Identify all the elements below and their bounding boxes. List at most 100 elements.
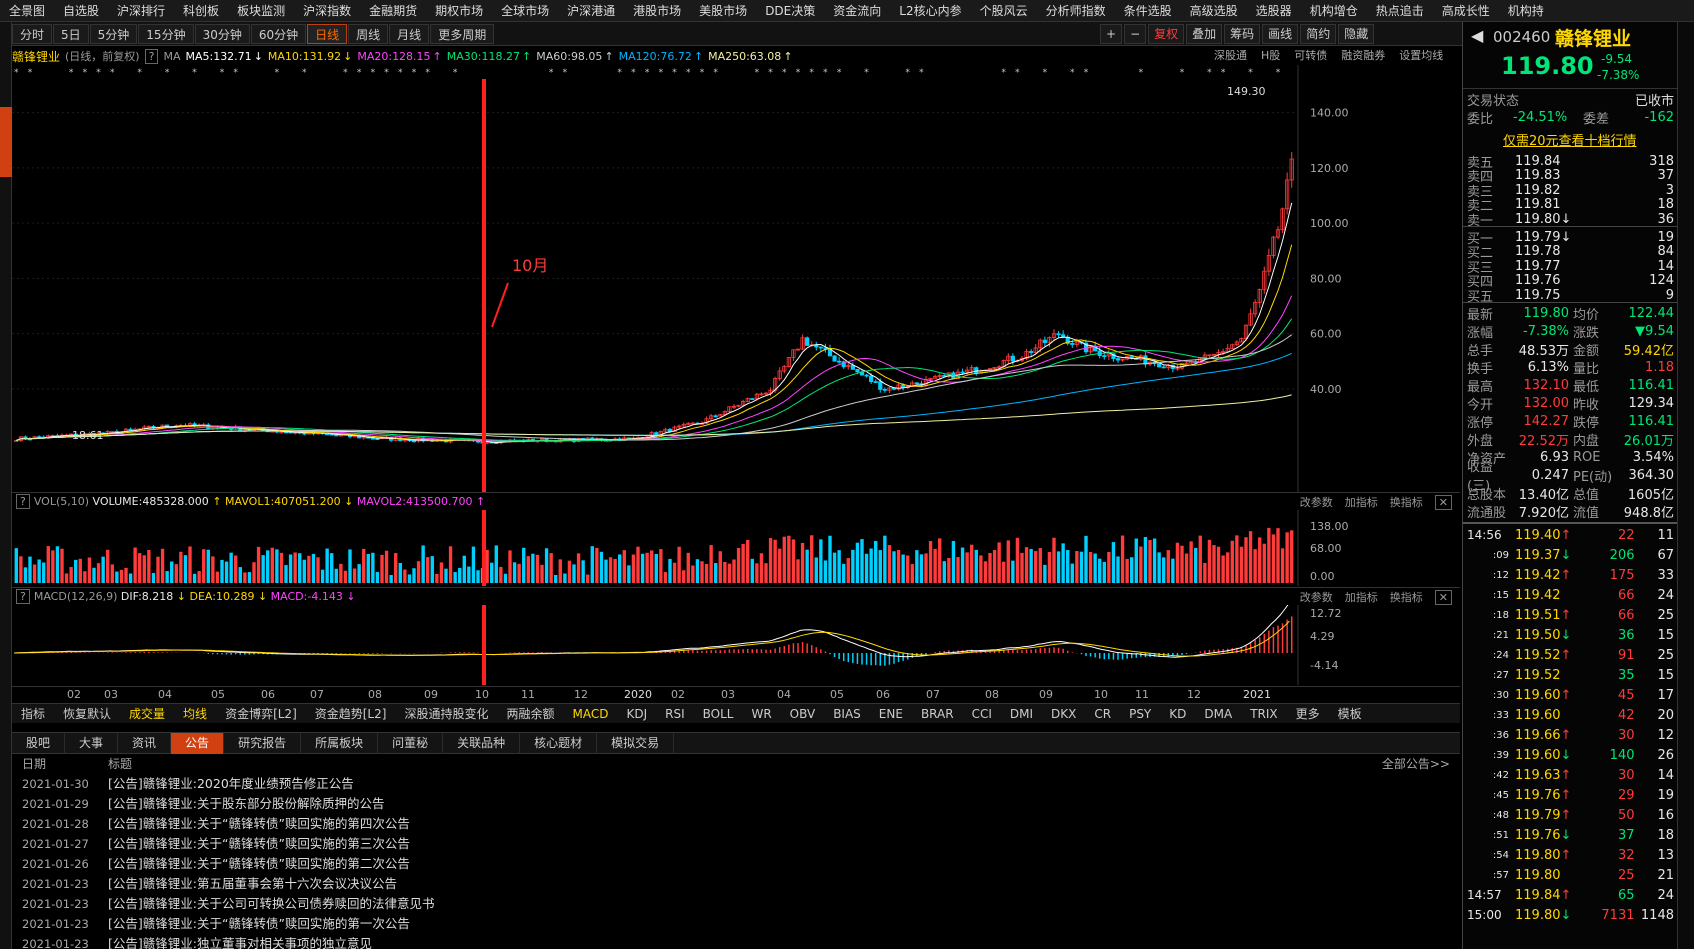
macd-chart[interactable]: 12.72 4.29 -4.14 (12, 605, 1460, 685)
chart-tool-button[interactable]: + (1100, 24, 1123, 44)
announcement-title[interactable]: [公告]赣锋锂业:关于“赣锋转债”赎回实施的第四次公告 (108, 816, 410, 831)
left-strip-active-tab[interactable] (0, 107, 12, 177)
bottom-tab[interactable]: 关联品种 (443, 732, 521, 754)
indicator-tab[interactable]: 均线 (183, 707, 208, 721)
add-indicator-button[interactable]: 加指标 (1344, 496, 1378, 509)
indicator-tab[interactable]: TRIX (1250, 706, 1278, 721)
indicator-tab[interactable]: DMA (1204, 706, 1233, 721)
ask-row[interactable]: 卖四 119.83 37 (1463, 167, 1678, 185)
period-button[interactable]: 更多周期 (430, 23, 495, 44)
bid-row[interactable]: 买一 119.79↓ 19 (1463, 228, 1678, 247)
announcement-row[interactable]: 2021-01-23 [公告]赣锋锂业:独立董事对相关事项的独立意见 (12, 934, 1442, 949)
announcement-row[interactable]: 2021-01-29 [公告]赣锋锂业:关于股东部分股份解除质押的公告 (12, 794, 1442, 814)
indicator-tab[interactable]: DKX (1051, 706, 1077, 721)
chart-tool-button[interactable]: 筹码 (1224, 24, 1261, 44)
help-icon[interactable]: ? (16, 589, 30, 604)
bottom-tab[interactable]: 核心题材 (520, 732, 598, 754)
indicator-tab[interactable]: OBV (789, 706, 816, 721)
top-menu-item[interactable]: 高级选股 (1189, 3, 1238, 18)
top-menu-item[interactable]: 全景图 (9, 3, 46, 18)
indicator-tab[interactable]: KD (1169, 706, 1187, 721)
announcement-title[interactable]: [公告]赣锋锂业:独立董事对相关事项的独立意见 (108, 936, 372, 949)
add-indicator-button[interactable]: 加指标 (1344, 591, 1378, 604)
top-menu-item[interactable]: L2核心内参 (899, 3, 962, 18)
close-icon[interactable]: ✕ (1434, 589, 1452, 605)
top-menu-item[interactable]: 高成长性 (1441, 3, 1490, 18)
indicator-tab[interactable]: BRAR (920, 706, 954, 721)
top-menu-item[interactable]: 资金流向 (833, 3, 882, 18)
announcement-row[interactable]: 2021-01-27 [公告]赣锋锂业:关于“赣锋转债”赎回实施的第三次公告 (12, 834, 1442, 854)
indicator-tab[interactable]: 两融余额 (506, 707, 555, 721)
ask-row[interactable]: 卖三 119.82 3 (1463, 181, 1678, 200)
indicator-tab[interactable]: 更多 (1295, 707, 1320, 721)
indicator-tab[interactable]: KDJ (626, 706, 648, 721)
top-menu-item[interactable]: 沪深排行 (117, 3, 166, 18)
ask-row[interactable]: 卖一 119.80↓ 36 (1463, 210, 1678, 229)
chart-tool-button[interactable]: − (1124, 24, 1147, 44)
indicator-tab[interactable]: PSY (1129, 706, 1152, 721)
top-menu-item[interactable]: 分析师指数 (1045, 3, 1106, 18)
period-button[interactable]: 分时 (12, 23, 53, 44)
announcement-row[interactable]: 2021-01-23 [公告]赣锋锂业:第五届董事会第十六次会议决议公告 (12, 874, 1442, 894)
close-icon[interactable]: ✕ (1434, 494, 1452, 510)
back-icon[interactable]: ◀ (1471, 26, 1484, 45)
indicator-tab[interactable]: CR (1094, 706, 1112, 721)
help-icon[interactable]: ? (16, 494, 30, 509)
announcement-title[interactable]: [公告]赣锋锂业:关于“赣锋转债”赎回实施的第三次公告 (108, 836, 410, 851)
switch-indicator-button[interactable]: 换指标 (1389, 496, 1423, 509)
indicator-tab[interactable]: ENE (878, 706, 903, 721)
indicator-tab[interactable]: MACD (572, 706, 609, 721)
announcement-title[interactable]: [公告]赣锋锂业:第五届董事会第十六次会议决议公告 (108, 876, 397, 891)
switch-indicator-button[interactable]: 换指标 (1389, 591, 1423, 604)
chart-overlay-tool[interactable]: 设置均线 (1399, 49, 1444, 62)
all-announcements-link[interactable]: 全部公告>> (1381, 756, 1450, 771)
help-icon[interactable]: ? (144, 48, 159, 64)
chart-overlay-tool[interactable]: H股 (1261, 49, 1281, 62)
announcement-title[interactable]: [公告]赣锋锂业:关于公司可转换公司债券赎回的法律意见书 (108, 896, 435, 911)
bid-row[interactable]: 买三 119.77 14 (1463, 257, 1678, 276)
period-button[interactable]: 周线 (348, 23, 389, 44)
announcement-title[interactable]: [公告]赣锋锂业:关于股东部分股份解除质押的公告 (108, 796, 385, 811)
announcement-row[interactable]: 2021-01-23 [公告]赣锋锂业:关于“赣锋转债”赎回实施的第一次公告 (12, 914, 1442, 934)
top-menu-item[interactable]: 沪深港通 (567, 3, 616, 18)
bottom-tab[interactable]: 所属板块 (301, 732, 379, 754)
indicator-tab[interactable]: 恢复默认 (63, 707, 112, 721)
period-button[interactable]: 日线 (307, 23, 348, 44)
candlestick-chart[interactable]: 140.00 120.00 100.00 80.00 60.00 40.00 149.30 1… (12, 65, 1460, 492)
period-button[interactable]: 5日 (53, 23, 89, 44)
ask-row[interactable]: 卖五 119.84 318 (1463, 152, 1678, 171)
indicator-tab[interactable]: BOLL (702, 706, 734, 721)
volume-chart[interactable]: 138.00 68.00 0.00 (12, 510, 1460, 586)
period-button[interactable]: 15分钟 (138, 23, 194, 44)
bottom-tab[interactable]: 研究报告 (224, 732, 302, 754)
indicator-tab[interactable]: 资金趋势[L2] (314, 707, 387, 721)
indicator-tab[interactable]: 深股通持股变化 (404, 707, 489, 721)
announcement-row[interactable]: 2021-01-28 [公告]赣锋锂业:关于“赣锋转债”赎回实施的第四次公告 (12, 814, 1442, 834)
bottom-tab[interactable]: 大事 (65, 732, 119, 754)
top-menu-item[interactable]: 期权市场 (435, 3, 484, 18)
indicator-tab[interactable]: CCI (971, 706, 992, 721)
ask-row[interactable]: 卖二 119.81 18 (1463, 196, 1678, 214)
announcement-row[interactable]: 2021-01-30 [公告]赣锋锂业:2020年度业绩预告修正公告 (12, 774, 1442, 794)
bid-row[interactable]: 买五 119.75 9 (1463, 286, 1678, 305)
indicator-tab[interactable]: 成交量 (129, 707, 166, 721)
indicator-tab[interactable]: RSI (665, 706, 685, 721)
bid-row[interactable]: 买四 119.76 124 (1463, 272, 1678, 290)
top-menu-item[interactable]: 全球市场 (501, 3, 550, 18)
chart-tool-button[interactable]: 简约 (1300, 24, 1337, 44)
top-menu-item[interactable]: 沪深指数 (303, 3, 352, 18)
top-menu-item[interactable]: 自选股 (63, 3, 100, 18)
top-menu-item[interactable]: 条件选股 (1123, 3, 1172, 18)
indicator-tab[interactable]: BIAS (833, 706, 861, 721)
top-menu-item[interactable]: 板块监测 (237, 3, 286, 18)
bottom-tab[interactable]: 股吧 (12, 732, 66, 754)
indicator-tab[interactable]: WR (751, 706, 772, 721)
announcement-row[interactable]: 2021-01-26 [公告]赣锋锂业:关于“赣锋转债”赎回实施的第二次公告 (12, 854, 1442, 874)
bottom-tab[interactable]: 资讯 (118, 732, 172, 754)
top-menu-item[interactable]: 美股市场 (699, 3, 748, 18)
edit-params-button[interactable]: 改参数 (1299, 496, 1333, 509)
bid-row[interactable]: 买二 119.78 84 (1463, 243, 1678, 261)
announcement-row[interactable]: 2021-01-23 [公告]赣锋锂业:关于公司可转换公司债券赎回的法律意见书 (12, 894, 1442, 914)
announcement-title[interactable]: [公告]赣锋锂业:关于“赣锋转债”赎回实施的第二次公告 (108, 856, 410, 871)
top-menu-item[interactable]: DDE决策 (765, 3, 816, 18)
